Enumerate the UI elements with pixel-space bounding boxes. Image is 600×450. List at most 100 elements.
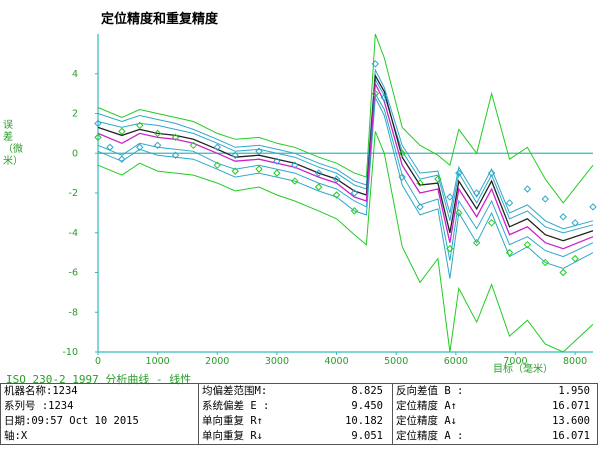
- y-tick-label: 2: [72, 109, 78, 120]
- stat-accuracy-reverse: 定位精度 A↓ 13.600: [396, 415, 590, 427]
- stat-mean-deviation-range: 均偏差范围M: 8.825: [202, 385, 383, 397]
- data-point-marker: [541, 195, 549, 203]
- data-point-marker: [434, 175, 442, 183]
- stat-repeatability-forward: 单向重复 R↑ 10.182: [202, 415, 383, 427]
- deviation-column: 均偏差范围M: 8.825 系统偏差 E :9.450 单向重复 R↑ 10.182…: [198, 384, 391, 444]
- data-point-marker: [94, 119, 102, 128]
- series-lower-band-forward: [97, 95, 594, 279]
- data-point-marker: [446, 244, 454, 253]
- data-point-marker: [255, 165, 263, 173]
- data-point-marker: [380, 93, 388, 102]
- y-tick-label: -10: [62, 347, 78, 358]
- x-tick-label: 4000: [324, 356, 348, 367]
- series-mean-forward: [97, 81, 594, 250]
- data-point-marker: [589, 203, 597, 211]
- y-tick-label: 4: [72, 69, 78, 80]
- stat-accuracy-total: 定位精度 A :16.071: [396, 430, 590, 442]
- series-mean-reverse: [97, 73, 594, 242]
- data-point-marker: [189, 141, 198, 150]
- data-point-marker: [398, 173, 406, 181]
- x-tick-label: 7000: [503, 356, 527, 367]
- data-point-marker: [171, 151, 180, 159]
- stat-reversal-value: 反向差值 B :1.950: [396, 385, 590, 397]
- data-point-marker: [416, 203, 424, 211]
- data-point-marker: [350, 207, 359, 215]
- data-point-marker: [136, 121, 144, 130]
- x-tick-label: 8000: [563, 356, 587, 367]
- accuracy-column: 反向差值 B :1.950 定位精度 A↑ 16.071 定位精度 A↓ 13.60…: [392, 384, 598, 444]
- positioning-accuracy-chart: 4 2 0 -2 -4 -6 -8 -10 0 1000 2000 3000 4000 5000 6000 7…: [62, 33, 597, 367]
- data-point-marker: [472, 238, 481, 247]
- data-point-marker: [523, 185, 532, 193]
- data-point-marker: [559, 213, 567, 221]
- data-point-marker: [94, 133, 102, 142]
- data-point-marker: [314, 169, 323, 177]
- data-point-marker: [398, 149, 406, 157]
- stat-systematic-deviation: 系统偏差 E :9.450: [202, 400, 383, 412]
- data-point-marker: [505, 248, 514, 257]
- data-point-marker: [350, 189, 359, 197]
- y-tick-label: -6: [69, 268, 78, 279]
- data-point-marker: [505, 199, 514, 207]
- data-point-marker: [487, 169, 496, 177]
- data-point-marker: [291, 161, 299, 169]
- series-lower-band-reverse: [97, 91, 594, 261]
- data-point-marker: [153, 141, 162, 150]
- x-tick-label: 3000: [265, 356, 289, 367]
- series-upper-band-reverse: [97, 78, 594, 234]
- x-tick-label: 6000: [444, 356, 468, 367]
- stat-accuracy-forward: 定位精度 A↑ 16.071: [396, 400, 590, 412]
- x-axis-label: 目标（毫米）: [493, 364, 553, 375]
- axis-name: 轴:X: [4, 430, 28, 442]
- data-point-marker: [332, 175, 341, 183]
- series-number: 系列号 :1234: [4, 400, 74, 412]
- data-point-marker: [255, 147, 263, 155]
- data-point-marker: [559, 268, 567, 277]
- data-point-marker: [472, 189, 481, 197]
- data-point-marker: [455, 169, 463, 177]
- data-point-marker: [231, 167, 239, 175]
- analysis-subtitle: ISO 230-2 1997 分析曲线 - 线性: [6, 373, 192, 386]
- data-point-marker: [332, 191, 341, 199]
- stat-repeatability-reverse: 单向重复 R↓ 9.051: [202, 430, 383, 442]
- data-point-marker: [371, 60, 380, 68]
- data-point-marker: [213, 161, 221, 169]
- y-tick-label: -8: [69, 307, 78, 318]
- data-point-marker: [571, 219, 579, 227]
- data-point-marker: [231, 151, 239, 159]
- y-tick-label: 0: [72, 148, 78, 159]
- data-point-marker: [571, 254, 579, 263]
- data-point-marker: [487, 219, 496, 227]
- series-outer-upper: [97, 33, 594, 204]
- y-tick-label: -4: [69, 228, 78, 239]
- data-point-marker: [416, 179, 424, 187]
- data-point-marker: [291, 177, 299, 185]
- x-tick-label: 5000: [384, 356, 408, 367]
- data-point-marker: [371, 89, 380, 98]
- y-axis-label: 误差（微米）: [3, 120, 23, 167]
- x-tick-label: 2000: [205, 356, 229, 367]
- data-point-marker: [455, 209, 463, 217]
- series-outer-lower: [97, 131, 594, 353]
- data-point-marker: [118, 127, 126, 136]
- data-point-marker: [273, 169, 281, 177]
- chart-title: 定位精度和重复精度: [101, 12, 219, 27]
- data-point-marker: [213, 143, 221, 151]
- data-point-marker: [136, 143, 144, 151]
- data-point-marker: [541, 258, 549, 267]
- x-tick-label: 1000: [146, 356, 170, 367]
- measurement-info-panel: 机器名称:1234 系列号 :1234 日期:09:57 Oct 10 2015…: [0, 383, 598, 445]
- data-point-marker: [118, 155, 126, 163]
- data-point-marker: [273, 157, 281, 165]
- y-tick-label: -2: [69, 188, 78, 199]
- machine-info-column: 机器名称:1234 系列号 :1234 日期:09:57 Oct 10 2015…: [1, 384, 196, 444]
- data-point-marker: [171, 133, 180, 142]
- data-point-marker: [314, 183, 323, 191]
- data-point-marker: [153, 129, 162, 138]
- x-tick-label: 0: [95, 356, 101, 367]
- machine-name: 机器名称:1234: [4, 385, 78, 397]
- measurement-date: 日期:09:57 Oct 10 2015: [4, 415, 139, 427]
- data-point-marker: [523, 240, 532, 249]
- data-point-marker: [446, 193, 454, 201]
- data-point-marker: [106, 143, 114, 151]
